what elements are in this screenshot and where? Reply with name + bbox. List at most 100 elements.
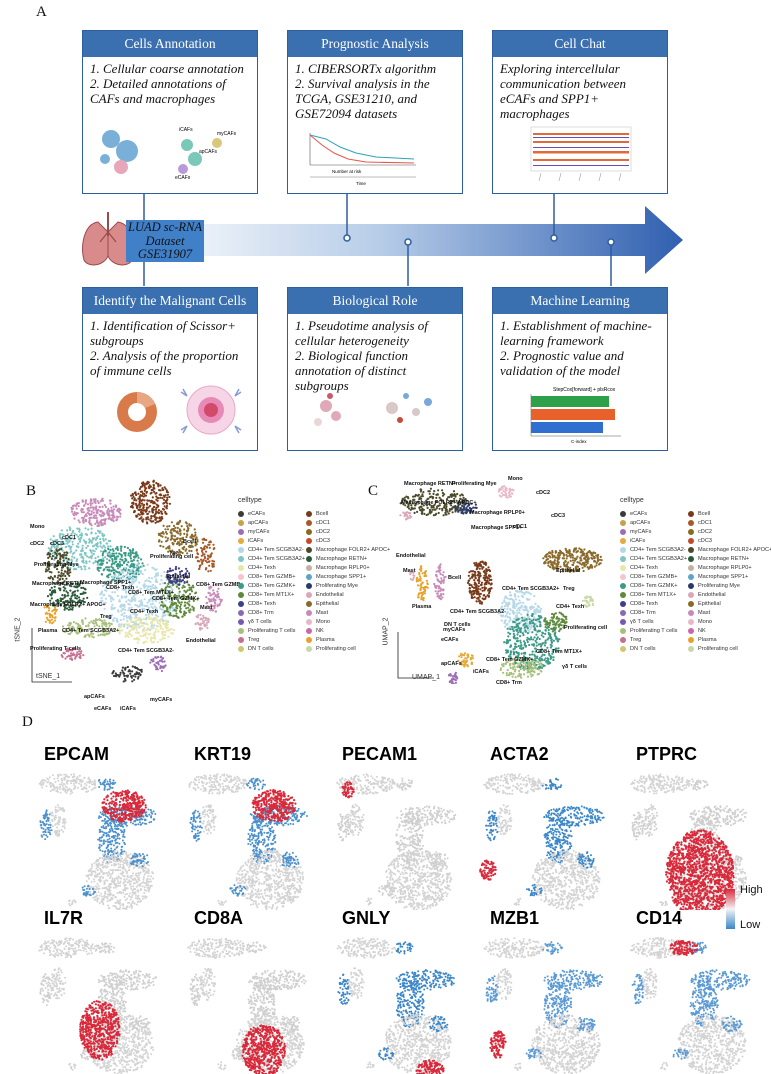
cluster-label: CD8+ Trm xyxy=(496,680,522,686)
legend-item: Epithelial xyxy=(306,599,390,608)
legend-label: CD8+ Trm xyxy=(248,610,274,616)
cell-cluster xyxy=(98,779,116,791)
legend-swatch xyxy=(306,538,312,544)
legend-swatch xyxy=(306,547,312,553)
legend-label: NK xyxy=(316,628,324,634)
box-title: Cells Annotation xyxy=(83,31,257,57)
legend-label: CD4+ Tem SCGB3A2+ xyxy=(630,556,687,562)
legend-label: DN T cells xyxy=(248,646,274,652)
legend-label: Endothelial xyxy=(316,592,344,598)
cell-cluster xyxy=(659,901,668,907)
cell-cluster xyxy=(195,538,215,573)
cluster-label: Macrophage RPLP0+ xyxy=(470,510,525,516)
legend-label: Macrophage RETN+ xyxy=(316,556,367,562)
box-machine-learning: Machine Learning 1. Establishment of mac… xyxy=(492,287,668,451)
legend-swatch xyxy=(306,511,312,517)
cell-cluster xyxy=(526,884,543,897)
legend-label: Macrophage FOLR2+ APOC+ xyxy=(316,547,390,553)
legend-item: NK xyxy=(306,626,390,635)
legend-item: Macrophage FOLR2+ APOC+ xyxy=(688,545,771,554)
box-line: 1. Pseudotime analysis of cellular heter… xyxy=(295,318,455,348)
cell-cluster xyxy=(384,849,452,910)
legend-label: CD8+ Tem MT1X+ xyxy=(248,592,294,598)
legend-item: Mono xyxy=(306,617,390,626)
legend-swatch xyxy=(688,556,694,562)
thumb-label: Number at risk xyxy=(332,169,362,174)
legend-label: Mono xyxy=(316,619,330,625)
cluster-label: Treg xyxy=(563,586,575,592)
legend-item: CD4+ Tem SCGB3A2+ xyxy=(238,554,305,563)
legend-item: CD8+ Tem MT1X+ xyxy=(238,590,305,599)
thumb-label: apCAFs xyxy=(199,149,218,155)
legend-item: Mast xyxy=(306,608,390,617)
cluster-label: cDC2 xyxy=(30,541,44,547)
legend-item: Proliferating Mye xyxy=(688,581,771,590)
cluster-label: Macrophage RETN+ xyxy=(32,581,84,587)
gene-label: CD8A xyxy=(194,908,243,929)
cell-cluster xyxy=(187,938,245,959)
expression-colorbar xyxy=(726,889,735,929)
legend-label: CD4+ Tem SCGB3A2+ xyxy=(248,556,305,562)
cell-cluster xyxy=(495,804,512,835)
cell-cluster xyxy=(70,498,121,527)
cell-cluster xyxy=(246,778,266,791)
cluster-label: apCAFs xyxy=(84,694,105,700)
colorbar-low: Low xyxy=(740,919,760,931)
legend-item: Macrophage RETN+ xyxy=(688,554,771,563)
legend-swatch xyxy=(688,547,694,553)
legend-label: CD4+ Texh xyxy=(630,565,658,571)
legend-swatch xyxy=(238,637,244,643)
legend-swatch xyxy=(688,619,694,625)
legend-label: CD8+ Tem GZMB+ xyxy=(630,574,677,580)
legend-swatch xyxy=(620,610,626,616)
legend-label: Treg xyxy=(630,637,641,643)
legend-item: Macrophage SPP1+ xyxy=(306,572,390,581)
legend-item: CD4+ Tem SCGB3A2+ xyxy=(620,554,687,563)
legend-swatch xyxy=(688,511,694,517)
legend-label: cDC2 xyxy=(698,529,712,535)
legend-label: cDC3 xyxy=(698,538,712,544)
box-title: Cell Chat xyxy=(493,31,667,57)
box-line: 1. CIBERSORTx algorithm xyxy=(295,61,455,76)
cell-cluster xyxy=(396,941,414,954)
box-line: 2. Prognostic value and validation of th… xyxy=(500,348,660,378)
box-title: Identify the Malignant Cells xyxy=(83,288,257,314)
legend-label: Epithelial xyxy=(316,601,339,607)
feature-plot xyxy=(620,770,760,910)
box-title: Machine Learning xyxy=(493,288,667,314)
legend-swatch xyxy=(620,556,626,562)
legend-label: Proliferating Mye xyxy=(316,583,358,589)
legend-item: DN T cells xyxy=(620,644,687,653)
cell-cluster xyxy=(660,1062,668,1070)
legend-item: iCAFs xyxy=(620,536,687,545)
feature-plot xyxy=(326,934,466,1074)
feature-plot xyxy=(28,934,168,1074)
legend-label: Epithelial xyxy=(698,601,721,607)
legend-swatch xyxy=(306,601,312,607)
legend-swatch xyxy=(306,556,312,562)
cell-cluster xyxy=(366,1061,374,1068)
legend-swatch xyxy=(688,529,694,535)
legend-item: CD8+ Texh xyxy=(238,599,305,608)
legend-swatch xyxy=(306,583,312,589)
cluster-label: Proliferating T cells xyxy=(30,646,81,652)
cell-cluster xyxy=(282,852,300,868)
legend-swatch xyxy=(620,646,626,652)
box-line: 1. Identification of Scissor+ subgroups xyxy=(90,318,250,348)
legend-label: CD8+ Tem GZMB+ xyxy=(248,574,295,580)
legend-swatch xyxy=(238,583,244,589)
legend-item: NK xyxy=(688,626,771,635)
panel-d-label: D xyxy=(22,714,33,731)
legend-swatch xyxy=(688,610,694,616)
legend-item: γδ T cells xyxy=(238,617,305,626)
legend-label: Bcell xyxy=(316,511,328,517)
legend-swatch xyxy=(620,520,626,526)
legend-swatch xyxy=(620,511,626,517)
cell-cluster xyxy=(543,805,604,826)
legend-label: Macrophage RPLP0+ xyxy=(316,565,370,571)
cell-cluster xyxy=(49,804,66,837)
cell-cluster xyxy=(189,810,203,842)
cell-cluster xyxy=(467,561,493,605)
